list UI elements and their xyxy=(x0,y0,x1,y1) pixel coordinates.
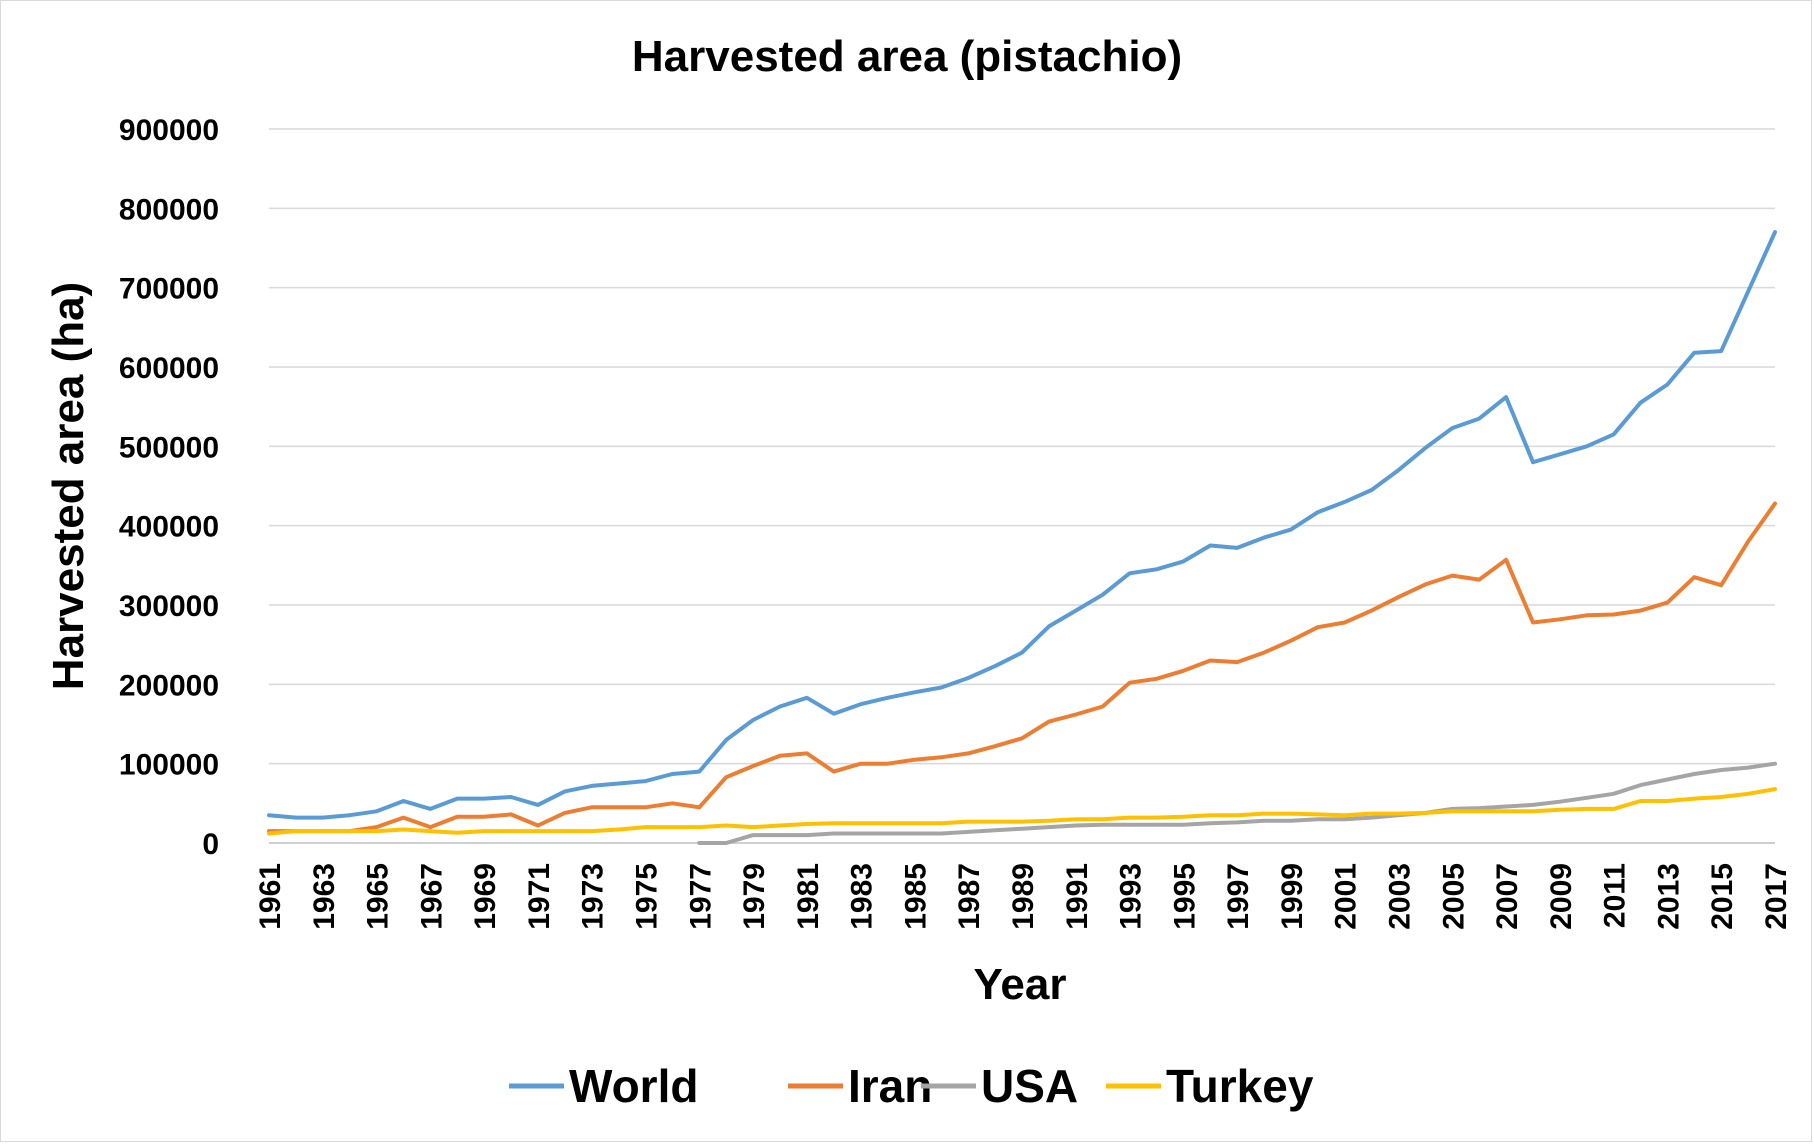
x-tick-label: 1975 xyxy=(631,863,664,930)
x-tick-label: 2007 xyxy=(1491,863,1524,930)
x-tick-label: 1961 xyxy=(254,863,287,930)
y-axis-title: Harvested area (ha) xyxy=(44,282,93,690)
x-tick-label: 2003 xyxy=(1384,863,1417,930)
x-tick-label: 2015 xyxy=(1706,863,1739,930)
legend-label-world: World xyxy=(569,1060,698,1112)
series-line-world xyxy=(267,230,1777,820)
y-tick-label: 900000 xyxy=(119,114,219,147)
x-axis-title: Year xyxy=(974,960,1067,1009)
x-tick-label: 2013 xyxy=(1652,863,1685,930)
x-tick-label: 1963 xyxy=(308,863,341,930)
y-tick-label: 0 xyxy=(202,828,219,861)
x-tick-label: 2005 xyxy=(1437,863,1470,930)
x-tick-label: 1997 xyxy=(1222,863,1255,930)
y-tick-label: 500000 xyxy=(119,431,219,464)
x-tick-label: 1969 xyxy=(469,863,502,930)
y-tick-label: 200000 xyxy=(119,669,219,702)
x-tick-label: 1999 xyxy=(1276,863,1309,930)
x-tick-label: 1993 xyxy=(1115,863,1148,930)
legend-label-usa: USA xyxy=(981,1060,1078,1112)
x-tick-label: 1965 xyxy=(362,863,395,930)
legend-label-turkey: Turkey xyxy=(1166,1060,1314,1112)
x-tick-label: 1979 xyxy=(738,863,771,930)
x-tick-label: 2001 xyxy=(1330,863,1363,930)
x-tick-label: 1989 xyxy=(1007,863,1040,930)
x-tick-label: 1971 xyxy=(523,863,556,930)
y-tick-labels: 0 100000 200000 300000 400000 500000 600000 700… xyxy=(119,114,219,861)
x-tick-label: 1967 xyxy=(415,863,448,930)
x-tick-label: 1981 xyxy=(792,863,825,930)
x-tick-label: 1983 xyxy=(846,863,879,930)
y-tick-label: 100000 xyxy=(119,749,219,782)
y-tick-label: 600000 xyxy=(119,352,219,385)
x-tick-label: 2009 xyxy=(1545,863,1578,930)
x-tick-label: 1987 xyxy=(953,863,986,930)
x-tick-label: 2011 xyxy=(1599,863,1632,928)
x-tick-label: 1991 xyxy=(1061,863,1094,930)
series-lines xyxy=(267,230,1777,845)
x-tick-labels: 1961 1963 1965 1967 1969 1971 1973 1975 1977 1979… xyxy=(254,863,1793,930)
x-tick-label: 1977 xyxy=(684,863,717,930)
x-tick-label: 2017 xyxy=(1760,863,1793,930)
legend-label-iran: Iran xyxy=(848,1060,932,1112)
gridlines xyxy=(269,128,1775,765)
y-tick-label: 400000 xyxy=(119,511,219,544)
legend: World Iran USA Turkey xyxy=(509,1060,1314,1112)
series-line-turkey xyxy=(267,787,1777,836)
chart-title: Harvested area (pistachio) xyxy=(632,32,1182,81)
y-tick-label: 300000 xyxy=(119,590,219,623)
y-tick-label: 700000 xyxy=(119,273,219,306)
y-tick-label: 800000 xyxy=(119,193,219,226)
series-line-iran xyxy=(267,501,1777,834)
series-line-usa xyxy=(697,761,1777,845)
x-tick-label: 1995 xyxy=(1168,863,1201,930)
x-tick-label: 1973 xyxy=(577,863,610,930)
x-tick-label: 1985 xyxy=(899,863,932,930)
